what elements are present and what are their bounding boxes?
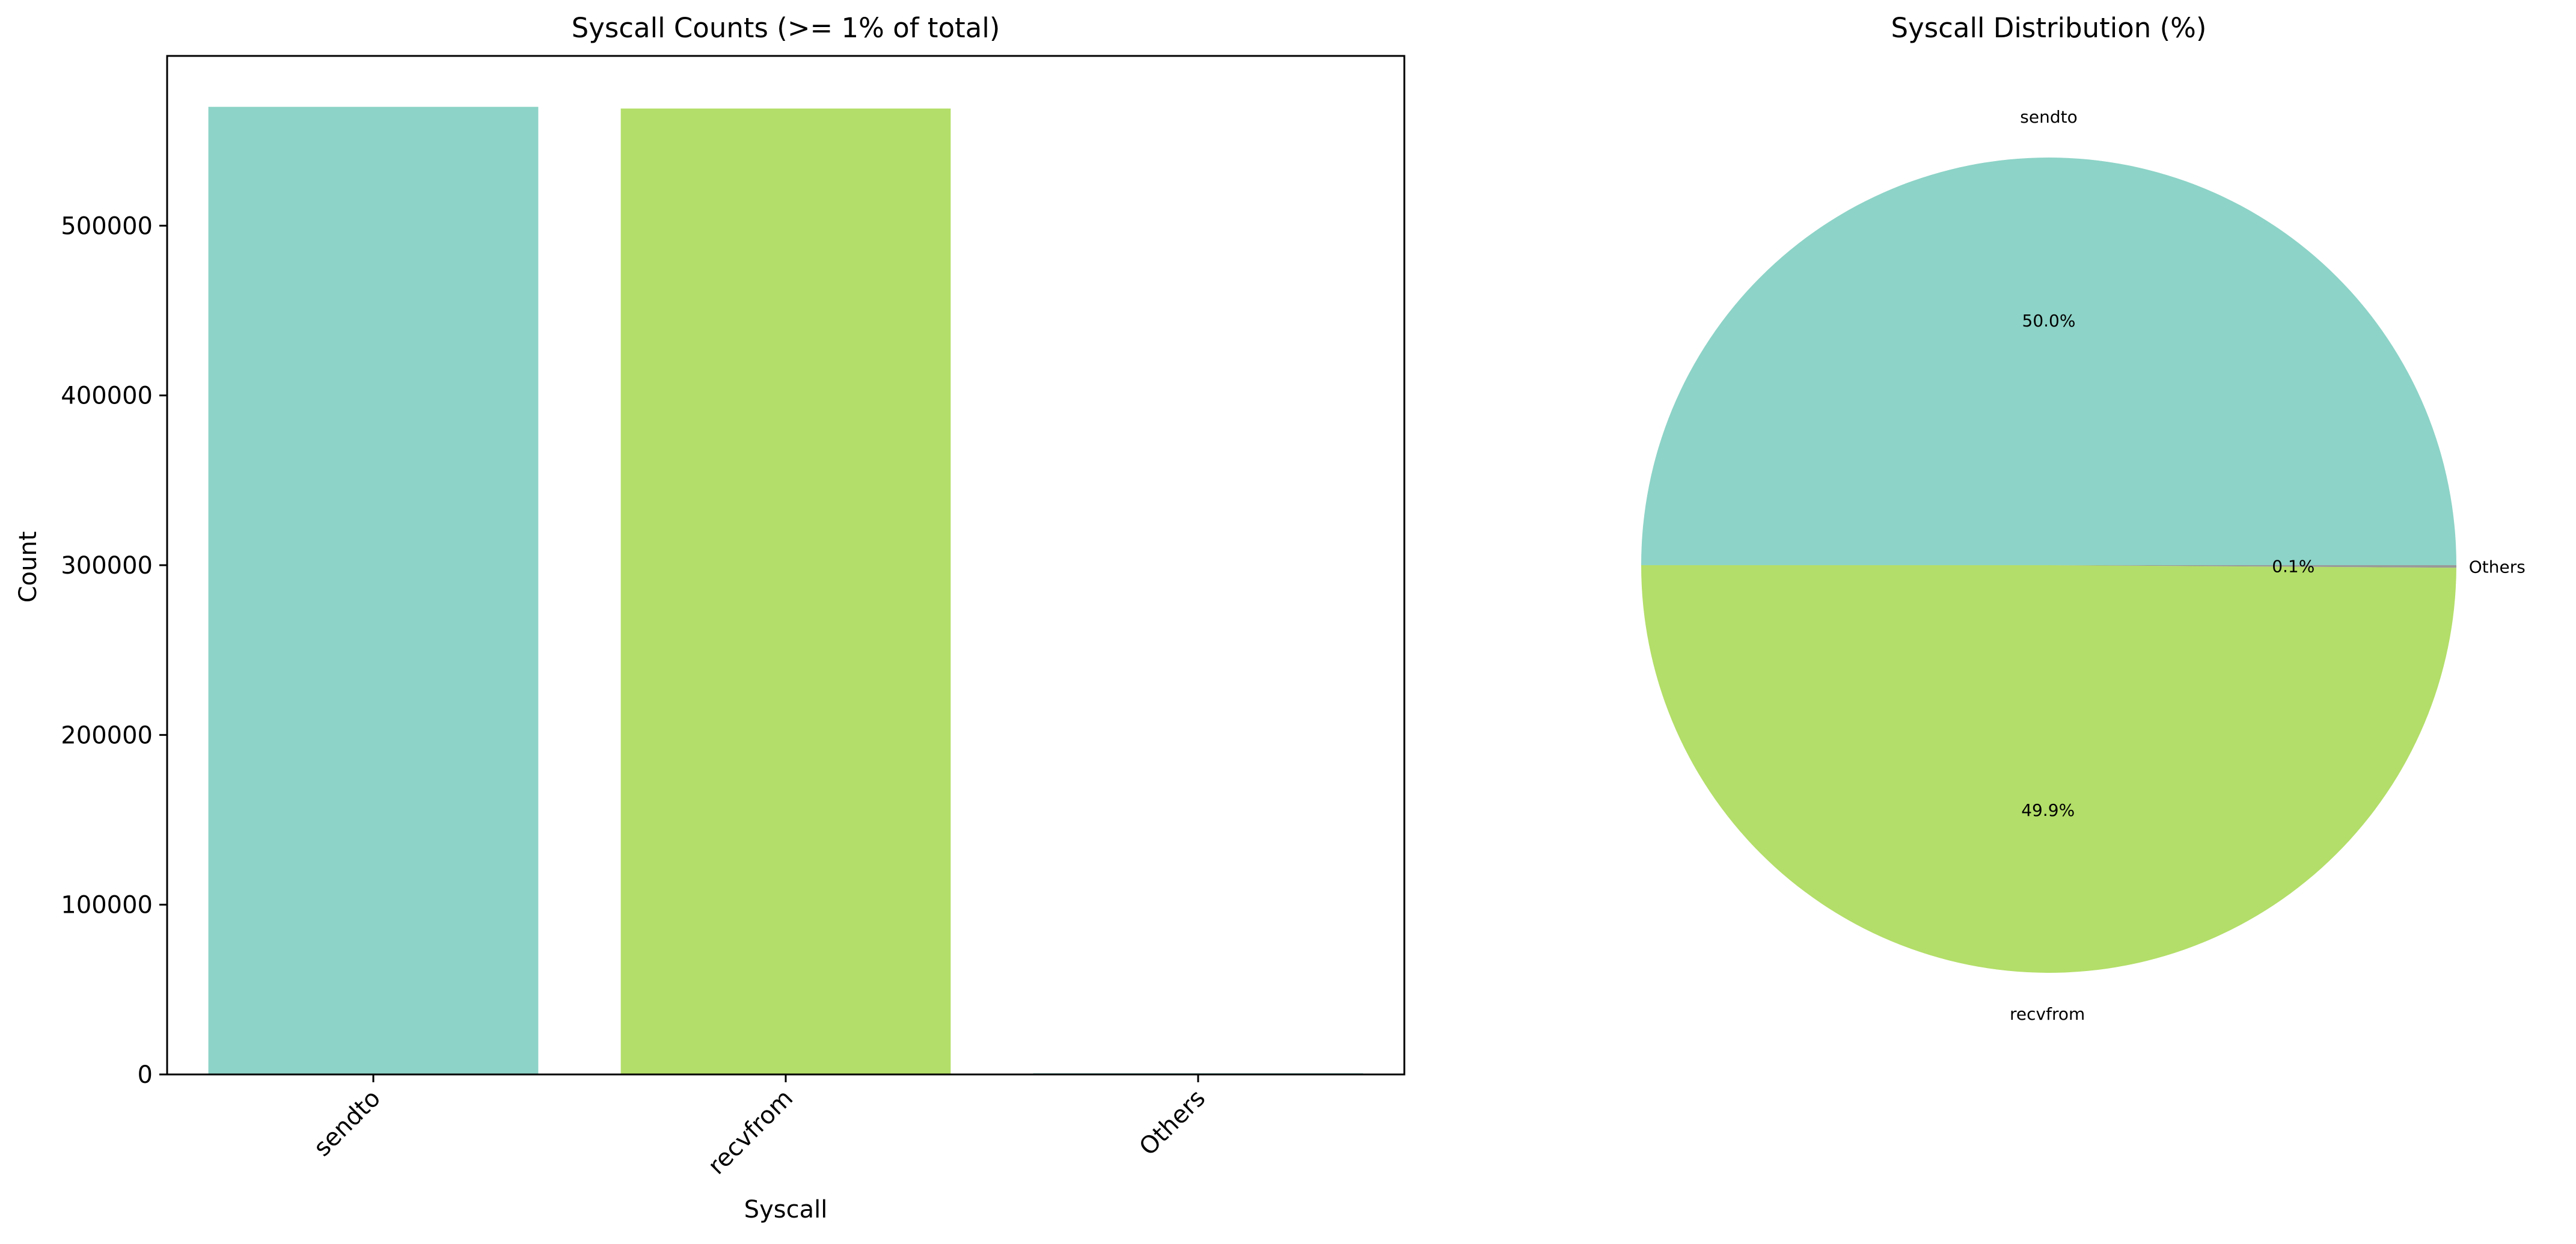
bar-y-tick-label: 300000 — [61, 552, 153, 580]
bar-y-tick-label: 100000 — [61, 892, 153, 919]
bar-chart: Syscall Counts (>= 1% of total) 0 100000 2… — [14, 12, 1406, 1224]
bar-x-tick-label: recvfrom — [703, 1085, 798, 1180]
pie-labels: sendto 50.0% recvfrom 49.9% Others 0.1% — [2010, 107, 2526, 1024]
pie-percent-recvfrom: 49.9% — [2021, 800, 2075, 820]
bar-sendto — [208, 106, 539, 1075]
bar-y-tick-label: 500000 — [61, 212, 153, 240]
bar-y-tick-label: 200000 — [61, 722, 153, 749]
pie-label-recvfrom: recvfrom — [2010, 1004, 2085, 1024]
bar-y-axis-ticks: 0 100000 200000 300000 400000 500000 — [61, 212, 167, 1089]
pie-label-sendto: sendto — [2020, 107, 2077, 127]
bar-x-tick-label: Others — [1134, 1085, 1211, 1162]
pie-chart-title: Syscall Distribution (%) — [1891, 12, 2207, 44]
pie-slice-recvfrom — [1641, 565, 2456, 973]
bar-chart-title: Syscall Counts (>= 1% of total) — [572, 12, 1000, 44]
pie-label-others: Others — [2469, 557, 2526, 577]
pie-marks — [1641, 158, 2456, 973]
pie-slice-others — [2049, 565, 2456, 568]
pie-slice-sendto — [1641, 158, 2456, 565]
bar-y-tick-label: 400000 — [61, 382, 153, 410]
bar-y-axis-label: Count — [14, 532, 42, 603]
bar-x-axis-ticks: sendto recvfrom Others — [308, 1074, 1211, 1180]
bar-x-tick-label: sendto — [308, 1085, 386, 1162]
bar-marks — [208, 106, 1363, 1075]
bar-x-axis-label: Syscall — [744, 1196, 828, 1224]
bar-y-tick-label: 0 — [138, 1061, 153, 1089]
bar-recvfrom — [620, 108, 951, 1075]
pie-percent-others: 0.1% — [2272, 556, 2314, 576]
pie-percent-sendto: 50.0% — [2022, 311, 2076, 331]
pie-chart: Syscall Distribution (%) sendto 50.0% recv… — [1641, 12, 2526, 1024]
